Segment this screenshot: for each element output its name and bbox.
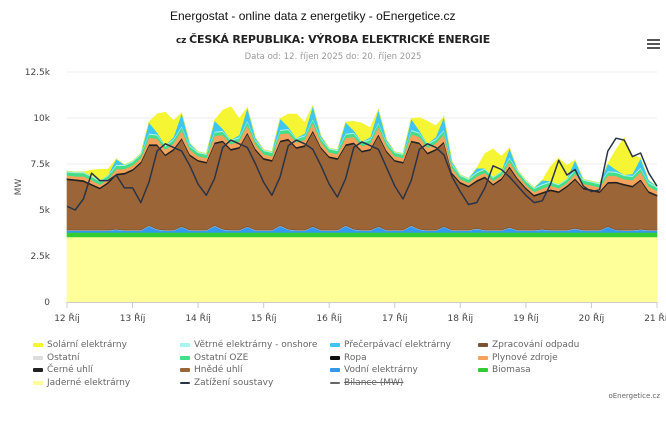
legend-swatch	[330, 368, 340, 373]
legend-row: Ostatní Ostatní OZE Ropa Plynové zdroje	[33, 352, 653, 365]
legend-swatch	[180, 368, 190, 373]
area-sol-rn-elektr-rny[interactable]	[66, 104, 658, 189]
y-tick-label: 10k	[33, 114, 50, 124]
x-tick-label: 13 Říj	[120, 313, 146, 324]
x-tick-label: 12 Říj	[54, 313, 80, 324]
legend-swatch	[33, 368, 43, 373]
legend-item[interactable]: Vodní elektrárny	[330, 364, 478, 377]
legend-row: Jaderné elektrárny Zatížení soustavy Bilan…	[33, 377, 653, 390]
legend-label: Ostatní	[47, 352, 80, 363]
stacked-area-chart: 0 2.5k 5k 7.5k 10k 12.5k MW 12 Říj 13 Říj 14 Říj 1…	[14, 68, 666, 324]
legend-swatch	[33, 355, 43, 360]
legend-label: Ostatní OZE	[194, 352, 249, 363]
y-tick-label: 7.5k	[30, 160, 50, 170]
legend-item[interactable]: Zatížení soustavy	[180, 377, 330, 390]
legend-item[interactable]: Ropa	[330, 352, 478, 365]
legend-label: Solární elektrárny	[47, 340, 127, 351]
legend-item[interactable]: Hnědé uhlí	[180, 364, 330, 377]
legend-item[interactable]: Bilance (MW)	[330, 377, 478, 390]
x-tick-label: 14 Říj	[185, 313, 211, 324]
y-tick-label: 0	[44, 298, 50, 308]
legend: Solární elektrárny Větrné elektrárny - on…	[33, 339, 653, 389]
legend-swatch	[478, 343, 488, 348]
legend-label: Zpracování odpadu	[492, 340, 580, 351]
legend-item[interactable]: Ostatní	[33, 352, 180, 365]
line-zatizeni-soustavy[interactable]	[66, 137, 658, 211]
legend-label: Ropa	[344, 352, 367, 363]
x-tick-label: 21 Říj	[644, 313, 666, 324]
credit-link[interactable]: oEnergetice.cz	[608, 392, 660, 400]
legend-row: Solární elektrárny Větrné elektrárny - on…	[33, 339, 653, 352]
legend-swatch	[180, 355, 190, 360]
legend-item[interactable]: Zpracování odpadu	[478, 339, 579, 352]
legend-swatch	[180, 382, 190, 385]
legend-swatch	[33, 343, 43, 348]
y-tick-label: 5k	[39, 206, 51, 216]
legend-label: Přečerpávací elektrárny	[344, 340, 451, 351]
x-tick-label: 17 Říj	[382, 313, 408, 324]
legend-item[interactable]: Jaderné elektrárny	[33, 377, 180, 390]
legend-item[interactable]: Větrné elektrárny - onshore	[180, 339, 330, 352]
legend-item[interactable]: Solární elektrárny	[33, 339, 180, 352]
x-tick-label: 15 Říj	[251, 313, 277, 324]
x-tick-label: 19 Říj	[513, 313, 539, 324]
legend-swatch	[180, 343, 190, 348]
page-title: Energostat - online data z energetiky - …	[170, 9, 456, 23]
legend-item[interactable]: Přečerpávací elektrárny	[330, 339, 478, 352]
legend-item[interactable]: Ostatní OZE	[180, 352, 330, 365]
legend-swatch	[478, 355, 488, 360]
area-jadern-elektr-rny[interactable]	[66, 236, 658, 303]
country-code: cz	[175, 36, 187, 46]
legend-label: Bilance (MW)	[344, 378, 404, 389]
legend-swatch	[33, 381, 43, 386]
legend-label: Zatížení soustavy	[194, 378, 274, 389]
area-biomasa[interactable]	[66, 232, 658, 238]
legend-row: Černé uhlí Hnědé uhlí Vodní elektrárny Biom…	[33, 364, 653, 377]
chart-title-text: ČESKÁ REPUBLIKA: VÝROBA ELEKTRICKÉ ENERG…	[189, 33, 491, 46]
y-tick-label: 2.5k	[30, 252, 50, 262]
y-tick-label: 12.5k	[25, 68, 51, 78]
legend-label: Černé uhlí	[47, 365, 93, 376]
x-tick-label: 18 Říj	[448, 313, 474, 324]
legend-item[interactable]: Černé uhlí	[33, 364, 180, 377]
chart-title: cz ČESKÁ REPUBLIKA: VÝROBA ELEKTRICKÉ ENE…	[0, 33, 666, 46]
y-axis-label: MW	[14, 179, 24, 196]
legend-swatch	[330, 355, 340, 360]
legend-label: Vodní elektrárny	[344, 365, 418, 376]
legend-label: Biomasa	[492, 365, 531, 376]
legend-item[interactable]: Plynové zdroje	[478, 352, 558, 365]
chart-subtitle: Data od: 12. říjen 2025 do: 20. říjen 20…	[244, 52, 422, 62]
x-tick-label: 16 Říj	[316, 313, 342, 324]
legend-item[interactable]: Biomasa	[478, 364, 531, 377]
legend-swatch	[330, 343, 340, 348]
legend-label: Větrné elektrárny - onshore	[194, 340, 318, 351]
legend-swatch	[478, 368, 488, 373]
hamburger-icon[interactable]	[647, 39, 660, 50]
legend-label: Jaderné elektrárny	[47, 378, 131, 389]
legend-swatch	[330, 382, 340, 385]
legend-label: Plynové zdroje	[492, 352, 558, 363]
x-tick-label: 20 Říj	[579, 313, 605, 324]
legend-label: Hnědé uhlí	[194, 365, 243, 376]
